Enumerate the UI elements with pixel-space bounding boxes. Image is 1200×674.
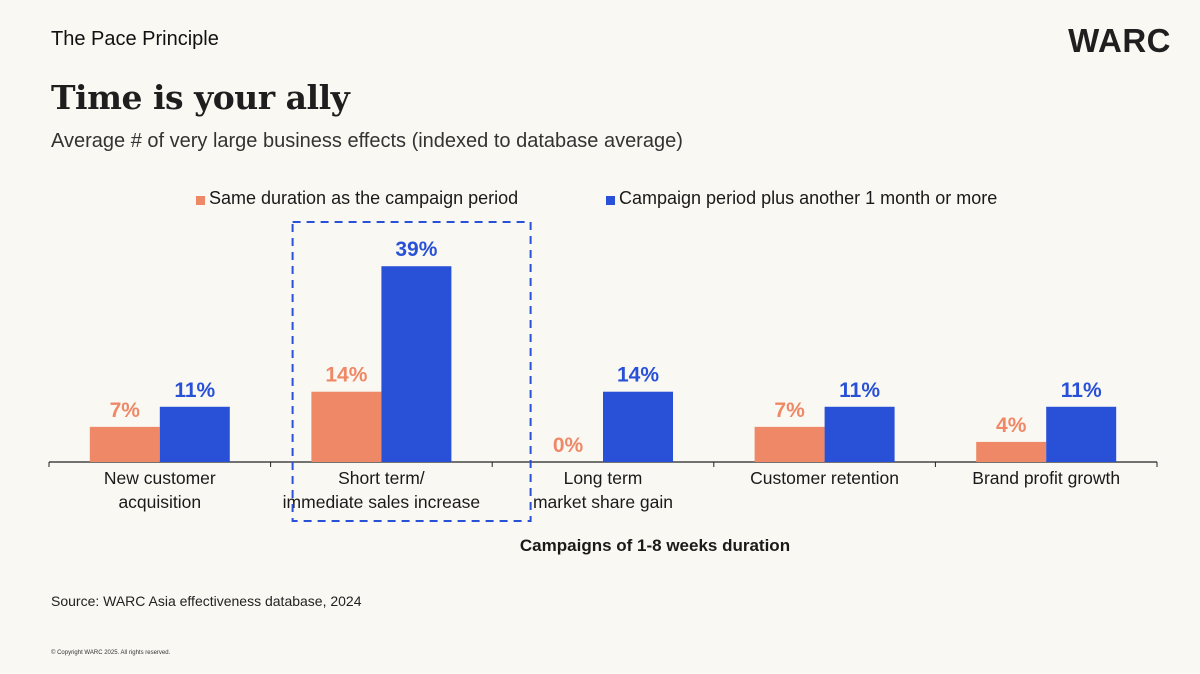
bar-plus-month <box>603 391 673 462</box>
data-label: 7% <box>774 399 805 422</box>
category-label: immediate sales increase <box>283 492 480 512</box>
data-label: 11% <box>839 379 880 402</box>
data-label: 4% <box>996 414 1027 437</box>
category-label: market share gain <box>533 492 673 512</box>
copyright-note: © Copyright WARC 2025. All rights reserv… <box>51 650 171 656</box>
legend-swatch-same-duration <box>196 196 205 205</box>
bar-same-duration <box>754 426 825 462</box>
category-label: Customer retention <box>750 468 899 488</box>
legend-item-same-duration: Same duration as the campaign period <box>196 188 518 209</box>
data-label: 39% <box>395 238 437 261</box>
x-axis-title: Campaigns of 1-8 weeks duration <box>519 536 791 555</box>
legend-swatch-plus-month <box>606 196 615 205</box>
category-label: New customer <box>104 468 216 488</box>
bar-plus-month <box>381 266 452 462</box>
bar-plus-month <box>824 406 895 462</box>
highlight-box <box>291 221 532 522</box>
data-label: 11% <box>174 379 215 402</box>
source-note: Source: WARC Asia effectiveness database… <box>51 593 362 609</box>
data-label: 14% <box>325 364 367 387</box>
category-label: Long term <box>564 468 643 488</box>
category-label: Brand profit growth <box>972 468 1120 488</box>
bar-plus-month <box>1046 406 1117 462</box>
legend-label-same-duration: Same duration as the campaign period <box>209 188 519 208</box>
data-label: 14% <box>617 364 659 387</box>
bar-same-duration <box>311 391 382 462</box>
warc-logo: WARC <box>1068 22 1171 59</box>
bar-same-duration <box>976 441 1047 462</box>
data-label: 7% <box>110 399 141 422</box>
legend-item-plus-month: Campaign period plus another 1 month or … <box>606 188 997 209</box>
data-label: 11% <box>1061 379 1102 402</box>
section-kicker: The Pace Principle <box>51 28 219 50</box>
category-label: Short term/ <box>338 468 425 488</box>
bar-plus-month <box>159 406 230 462</box>
slide-title: Time is your ally <box>51 78 350 117</box>
data-label: 0% <box>553 434 584 457</box>
slide-subtitle: Average # of very large business effects… <box>51 130 683 152</box>
bar-same-duration <box>89 426 160 462</box>
legend-label-plus-month: Campaign period plus another 1 month or … <box>619 188 998 208</box>
category-label: acquisition <box>118 492 201 512</box>
